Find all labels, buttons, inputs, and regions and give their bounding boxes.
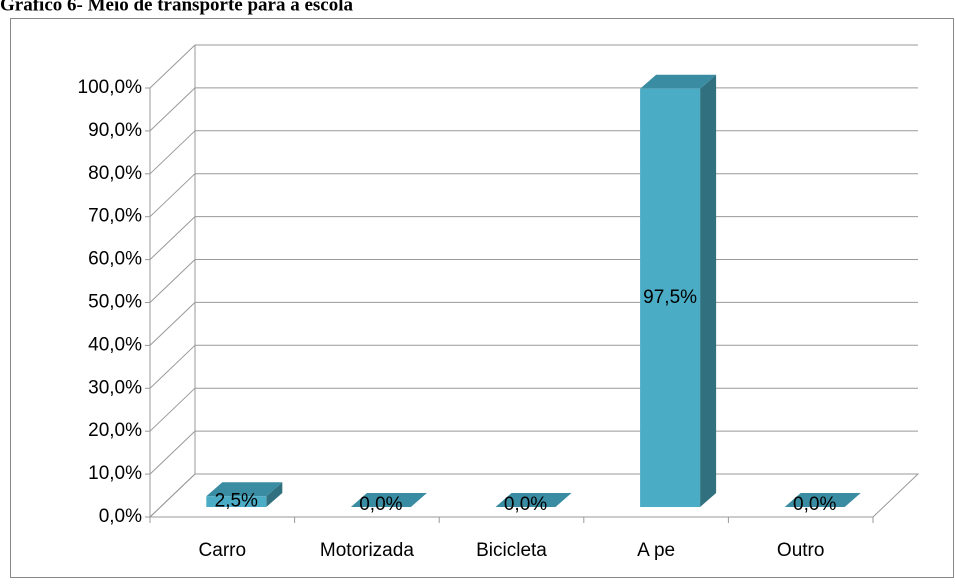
bar bbox=[206, 496, 267, 507]
grid-line bbox=[149, 430, 196, 475]
grid-line bbox=[149, 216, 196, 260]
value-label: 0,0% bbox=[504, 494, 547, 515]
y-tick-label: 40,0% bbox=[88, 334, 142, 355]
bar-top bbox=[640, 74, 717, 89]
grid-line bbox=[149, 130, 196, 175]
value-label: 0,0% bbox=[793, 494, 836, 515]
bar bbox=[640, 88, 701, 507]
y-tick-label: 90,0% bbox=[88, 120, 142, 141]
bar-side bbox=[700, 74, 717, 507]
x-tick-label: Bicicleta bbox=[476, 540, 547, 561]
y-tick-label: 10,0% bbox=[88, 463, 142, 484]
y-tick-label: 50,0% bbox=[88, 292, 142, 313]
grid-line bbox=[149, 173, 196, 218]
bar-side bbox=[266, 482, 283, 507]
y-tick-label: 0,0% bbox=[99, 506, 142, 527]
y-tick-label: 60,0% bbox=[88, 249, 142, 270]
bar-top bbox=[206, 482, 283, 497]
grid-line bbox=[149, 387, 196, 432]
y-tick-label: 30,0% bbox=[88, 377, 142, 398]
y-tick-label: 80,0% bbox=[88, 163, 142, 184]
value-label: 0,0% bbox=[359, 494, 402, 515]
y-tick-label: 100,0% bbox=[78, 77, 143, 98]
x-tick-label: Outro bbox=[777, 540, 825, 561]
value-label: 97,5% bbox=[643, 287, 697, 308]
bar-top bbox=[350, 493, 427, 507]
grid-line bbox=[149, 344, 196, 389]
grid-line bbox=[149, 44, 196, 89]
grid-line bbox=[149, 87, 196, 132]
bar-top bbox=[784, 493, 861, 507]
chart-title: Gráfico 6- Meio de transporte para a esc… bbox=[0, 0, 353, 15]
bar-top bbox=[495, 493, 572, 507]
value-label: 2,5% bbox=[215, 491, 258, 512]
chart-border bbox=[10, 18, 954, 578]
x-tick-label: A pe bbox=[637, 540, 675, 561]
x-tick-label: Carro bbox=[199, 540, 247, 561]
grid-line bbox=[149, 473, 196, 518]
y-tick-label: 70,0% bbox=[88, 206, 142, 227]
grid-line bbox=[149, 259, 196, 303]
y-tick-label: 20,0% bbox=[88, 420, 142, 441]
x-tick-label: Motorizada bbox=[320, 540, 414, 561]
grid-line bbox=[149, 302, 196, 346]
